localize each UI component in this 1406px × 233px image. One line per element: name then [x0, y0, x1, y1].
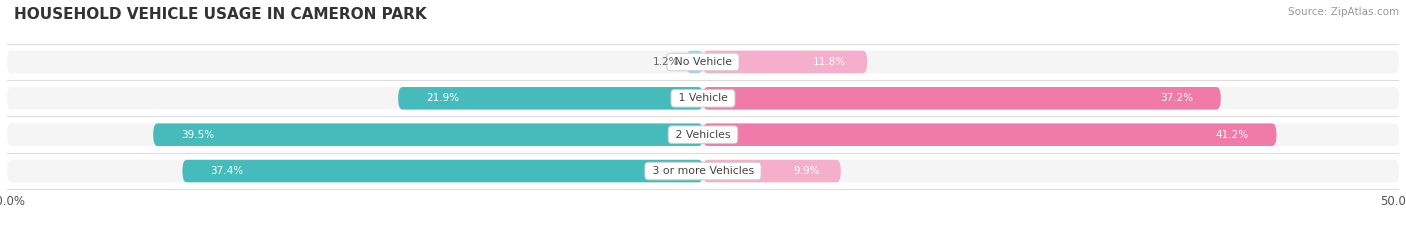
FancyBboxPatch shape [703, 160, 841, 182]
FancyBboxPatch shape [703, 123, 1277, 146]
Text: HOUSEHOLD VEHICLE USAGE IN CAMERON PARK: HOUSEHOLD VEHICLE USAGE IN CAMERON PARK [14, 7, 426, 22]
Text: 37.4%: 37.4% [211, 166, 243, 176]
Text: 1 Vehicle: 1 Vehicle [675, 93, 731, 103]
Text: 37.2%: 37.2% [1160, 93, 1192, 103]
Text: Source: ZipAtlas.com: Source: ZipAtlas.com [1288, 7, 1399, 17]
FancyBboxPatch shape [7, 87, 1399, 110]
Text: 3 or more Vehicles: 3 or more Vehicles [648, 166, 758, 176]
Text: 11.8%: 11.8% [813, 57, 846, 67]
FancyBboxPatch shape [686, 51, 703, 73]
FancyBboxPatch shape [703, 87, 1220, 110]
Text: 39.5%: 39.5% [181, 130, 214, 140]
Text: 1.2%: 1.2% [652, 57, 679, 67]
FancyBboxPatch shape [183, 160, 703, 182]
Text: 2 Vehicles: 2 Vehicles [672, 130, 734, 140]
FancyBboxPatch shape [7, 160, 1399, 182]
FancyBboxPatch shape [703, 51, 868, 73]
Text: 9.9%: 9.9% [793, 166, 820, 176]
Text: No Vehicle: No Vehicle [671, 57, 735, 67]
FancyBboxPatch shape [7, 123, 1399, 146]
FancyBboxPatch shape [398, 87, 703, 110]
Text: 41.2%: 41.2% [1216, 130, 1249, 140]
FancyBboxPatch shape [153, 123, 703, 146]
FancyBboxPatch shape [7, 51, 1399, 73]
Text: 21.9%: 21.9% [426, 93, 460, 103]
